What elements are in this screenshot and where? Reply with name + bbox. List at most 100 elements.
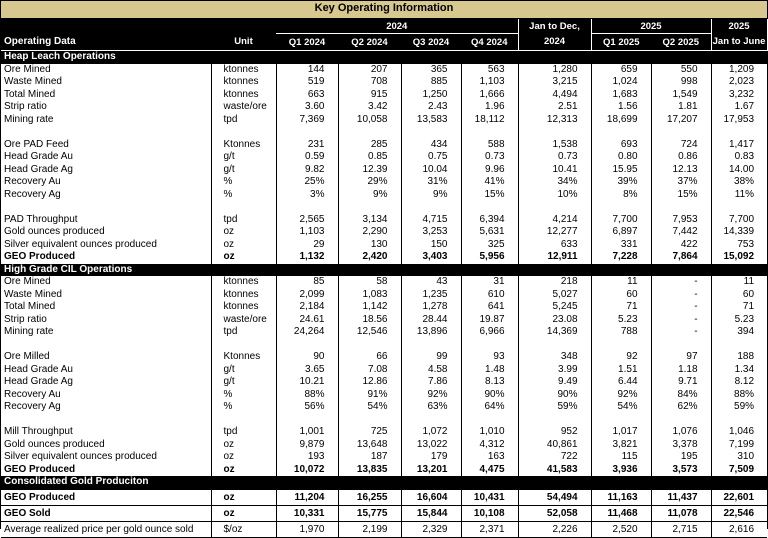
cell-value: 12.13 [650,163,712,176]
row-label: Waste Mined [1,288,211,301]
cell-value: 31 [460,276,519,289]
cell-value: 14.00 [710,163,768,176]
cell-value: - [650,276,712,289]
cell-value: 3,253 [400,226,461,239]
cell-value: 19.87 [460,313,519,326]
cell-value: 4,475 [460,463,519,476]
cell-value [517,201,592,214]
row-unit: oz [210,226,276,239]
cell-value: 179 [400,451,461,464]
cell-value: 188 [710,351,768,364]
row-label: GEO Sold [1,504,211,521]
row-label: GEO Produced [1,488,211,505]
cell-value: 1.81 [650,101,712,114]
cell-value [460,413,519,426]
cell-value: 2,616 [710,520,768,538]
cell-value [590,201,652,214]
cell-value: 1,103 [275,226,338,239]
cell-value [590,413,652,426]
row-unit: oz [210,451,276,464]
cell-value: 633 [517,238,592,251]
cell-value: 1,001 [275,426,338,439]
cell-value: 13,201 [400,463,461,476]
table-row: Strip ratio waste/ore 24.61 18.56 28.44 19.87… [1,313,768,326]
row-label: Average realized price per gold ounce so… [1,520,211,538]
row-label: Silver equivalent ounces produced [1,238,211,251]
table-row: Recovery Ag% 56% 54% 63% 64% 59% 54% 62% 59% [1,401,768,414]
q1-2025-header: Q1 2025 [591,33,652,51]
cell-value: 5.23 [710,313,768,326]
cell-value: 84% [650,388,712,401]
cell-value: 1,666 [460,88,519,101]
row-unit: ktonnes [210,276,276,289]
cell-value: 7,953 [650,213,712,226]
cell-value [400,413,461,426]
cell-value [337,126,401,139]
unit-header: Unit [211,33,276,51]
table-row: Mining rate tpd 24,264 12,546 13,896 6,966 14,… [1,326,768,339]
cell-value: 15% [650,188,712,201]
sheet-title: Key Operating Information [1,1,767,19]
cell-value: 56% [275,401,338,414]
cell-value: 12,313 [517,113,592,126]
cell-value: 34% [517,176,592,189]
section-header-label: High Grade CIL Operations [1,263,768,276]
row-unit: oz [210,238,276,251]
cell-value: 563 [460,63,519,76]
cell-value: 15,775 [337,504,401,521]
cell-value: 17,953 [710,113,768,126]
cell-value: 1.18 [650,363,712,376]
q3-2024-header: Q3 2024 [401,33,461,51]
cell-value: 92% [590,388,652,401]
cell-value: 4.58 [400,363,461,376]
q4-2024-header: Q4 2024 [461,33,519,51]
cell-value: 519 [275,76,338,89]
row-unit: ktonnes [210,288,276,301]
table-row: Silver equivalent ounces produced oz 29 130… [1,238,768,251]
cell-value: 3.60 [275,101,338,114]
cell-value: 952 [517,426,592,439]
row-label: GEO Produced [1,251,211,264]
cell-value: 693 [590,138,652,151]
cell-value [710,126,768,139]
cell-value: 2,520 [590,520,652,538]
cell-value: 550 [650,63,712,76]
cell-value: 60 [590,288,652,301]
cell-value: 1,235 [400,288,461,301]
cell-value: 64% [460,401,519,414]
row-label: Total Mined [1,88,211,101]
row-unit [210,338,276,351]
cell-value: 13,648 [337,438,401,451]
cell-value: 38% [710,176,768,189]
cell-value: 10.21 [275,376,338,389]
row-unit: g/t [210,376,276,389]
row-label: Recovery Au [1,388,211,401]
row-unit: Ktonnes [210,351,276,364]
cell-value: 85 [275,276,338,289]
cell-value: 12.39 [337,163,401,176]
cell-value: 394 [710,326,768,339]
cell-value: 1,083 [337,288,401,301]
cell-value: 0.75 [400,151,461,164]
header-spacer [1,19,211,34]
cell-value: 9.49 [517,376,592,389]
cell-value: 9.82 [275,163,338,176]
cell-value: 43 [400,276,461,289]
table-row: Total Mined ktonnes 663 915 1,250 1,666 4,494 1… [1,88,768,101]
table-row: GEO Sold oz 10,331 15,775 15,844 10,108 52,058… [1,504,768,521]
cell-value: 93 [460,351,519,364]
cell-value: 1,549 [650,88,712,101]
cell-value: 13,835 [337,463,401,476]
cell-value: 23.08 [517,313,592,326]
table-row: GEO Produced oz 1,132 2,420 3,403 5,956 12,911… [1,251,768,264]
cell-value: 2,199 [337,520,401,538]
row-label: Ore Mined [1,63,211,76]
cell-value: 3,403 [400,251,461,264]
cell-value: 4,715 [400,213,461,226]
cell-value: 97 [650,351,712,364]
cell-value: 3,215 [517,76,592,89]
cell-value [460,126,519,139]
cell-value: 1,024 [590,76,652,89]
table-row: Recovery Au% 25% 29% 31% 41% 34% 39% 37% 38% [1,176,768,189]
row-label: Gold ounces produced [1,438,211,451]
